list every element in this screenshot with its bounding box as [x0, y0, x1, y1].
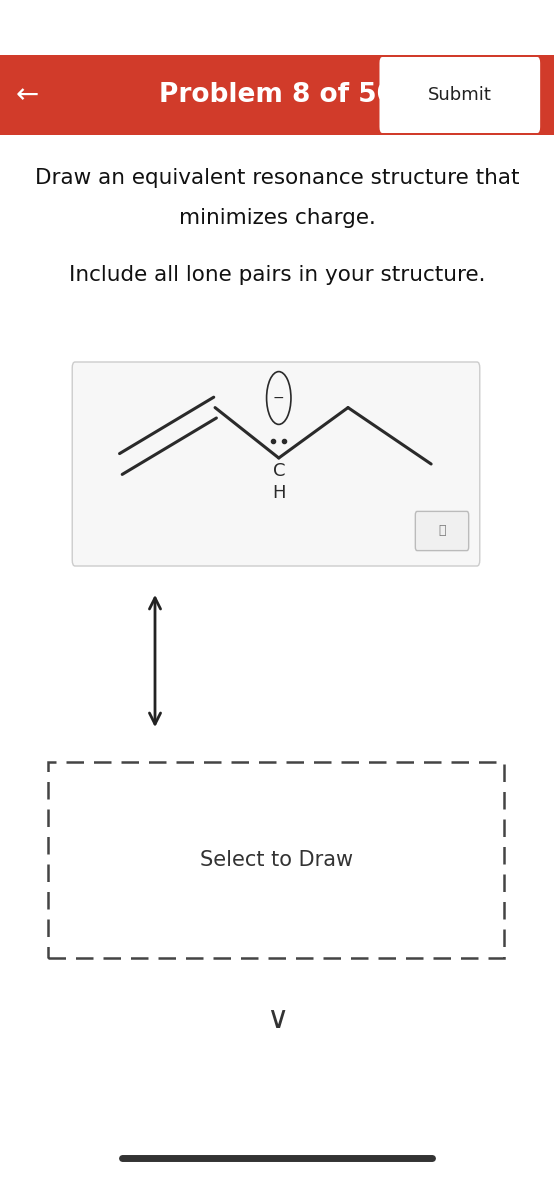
Text: C: C: [273, 462, 285, 480]
Text: ←: ←: [16, 80, 39, 109]
FancyBboxPatch shape: [379, 56, 540, 133]
FancyBboxPatch shape: [416, 511, 469, 551]
FancyBboxPatch shape: [0, 55, 554, 134]
Text: H: H: [272, 485, 285, 503]
Text: Problem 8 of 50: Problem 8 of 50: [159, 82, 395, 108]
Text: −: −: [273, 391, 285, 404]
FancyBboxPatch shape: [72, 362, 480, 566]
Text: Draw an equivalent resonance structure that: Draw an equivalent resonance structure t…: [35, 168, 519, 188]
Text: Select to Draw: Select to Draw: [201, 850, 353, 870]
Text: Submit: Submit: [428, 86, 492, 104]
Text: 🔍: 🔍: [438, 524, 446, 538]
Text: Include all lone pairs in your structure.: Include all lone pairs in your structure…: [69, 265, 485, 284]
Text: ∨: ∨: [266, 1006, 288, 1034]
Text: minimizes charge.: minimizes charge.: [178, 208, 376, 228]
Bar: [48, 762, 504, 958]
